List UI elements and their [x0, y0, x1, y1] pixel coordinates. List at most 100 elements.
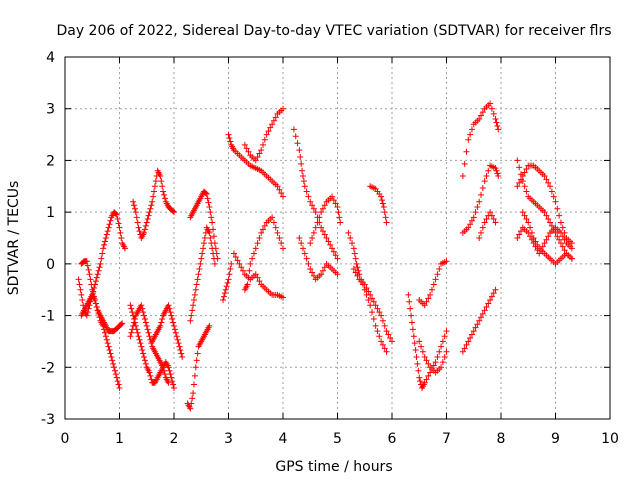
data-point: [94, 271, 101, 278]
data-point: [188, 312, 195, 319]
data-point: [102, 235, 109, 241]
data-point: [303, 255, 310, 262]
data-point: [252, 271, 259, 278]
data-point: [485, 300, 492, 307]
data-point: [543, 212, 550, 219]
data-point: [113, 211, 120, 218]
data-point: [350, 245, 357, 252]
data-point: [349, 240, 356, 247]
data-point: [158, 319, 165, 326]
series-sat-track-16: [290, 126, 341, 262]
data-point: [568, 240, 575, 247]
data-point: [171, 209, 177, 216]
data-point: [102, 333, 109, 340]
data-point: [91, 297, 98, 304]
data-point: [112, 210, 119, 217]
data-point: [319, 205, 326, 212]
data-point: [280, 245, 286, 252]
data-point: [519, 209, 526, 216]
data-point: [206, 203, 213, 210]
series-sat-track-28: [476, 209, 499, 241]
data-point: [85, 266, 92, 273]
data-point: [367, 302, 374, 309]
data-point: [427, 369, 434, 376]
data-point: [352, 255, 359, 262]
data-point: [197, 260, 204, 267]
data-point: [220, 297, 227, 304]
series-sat-track-3: [78, 209, 128, 319]
data-point: [146, 209, 153, 216]
y-tick-label: -1: [41, 309, 55, 325]
data-point: [517, 176, 524, 183]
data-point: [434, 271, 441, 278]
data-point: [381, 322, 388, 329]
data-point: [297, 153, 304, 160]
data-point: [487, 209, 494, 216]
data-point: [305, 193, 312, 200]
data-point: [534, 241, 541, 248]
data-point: [170, 319, 177, 326]
data-point: [227, 138, 234, 145]
data-point: [90, 288, 97, 295]
data-point: [332, 252, 339, 259]
data-point: [141, 226, 148, 233]
data-point: [135, 333, 142, 340]
data-point: [210, 226, 217, 233]
data-point: [115, 220, 122, 227]
data-point: [301, 183, 308, 190]
data-point: [309, 202, 316, 209]
data-point: [148, 376, 155, 383]
data-point: [128, 329, 135, 336]
data-point: [200, 245, 207, 252]
data-point: [310, 272, 317, 279]
data-point: [370, 316, 377, 323]
data-point: [352, 269, 359, 276]
data-point: [176, 343, 183, 350]
data-point: [382, 214, 389, 221]
data-point: [191, 372, 198, 379]
data-point: [109, 357, 116, 364]
data-point: [254, 153, 261, 160]
data-point: [335, 209, 342, 216]
data-point: [493, 167, 500, 174]
data-point: [220, 293, 227, 300]
data-point: [405, 291, 412, 298]
data-point: [160, 188, 167, 195]
data-point: [493, 119, 500, 126]
data-point: [192, 286, 199, 293]
data-point: [165, 364, 172, 371]
data-point: [256, 278, 263, 285]
data-point: [97, 260, 104, 267]
data-point: [135, 224, 142, 231]
data-point: [140, 350, 147, 357]
data-point: [478, 229, 485, 236]
series-sat-track-18: [307, 193, 344, 247]
data-point: [86, 271, 93, 278]
data-point: [144, 216, 151, 223]
data-point: [536, 250, 543, 257]
series-sat-track-2: [78, 258, 126, 335]
data-point: [116, 384, 123, 391]
data-point: [247, 260, 254, 267]
data-point: [557, 229, 564, 236]
data-point: [118, 235, 125, 241]
data-point: [554, 205, 561, 212]
x-tick-label: 5: [333, 431, 342, 447]
data-point: [211, 240, 218, 247]
data-point: [516, 179, 523, 186]
data-point: [472, 324, 479, 331]
data-point: [330, 197, 337, 204]
data-point: [111, 367, 118, 374]
data-point: [172, 329, 179, 336]
data-point: [554, 233, 561, 240]
data-point: [98, 255, 105, 262]
data-point: [479, 224, 486, 231]
data-point: [138, 343, 145, 350]
data-point: [559, 224, 566, 231]
data-point: [474, 321, 481, 328]
data-point: [272, 114, 279, 121]
data-point: [114, 216, 121, 223]
data-point: [369, 309, 376, 316]
data-point: [354, 264, 361, 271]
data-point: [138, 302, 145, 309]
